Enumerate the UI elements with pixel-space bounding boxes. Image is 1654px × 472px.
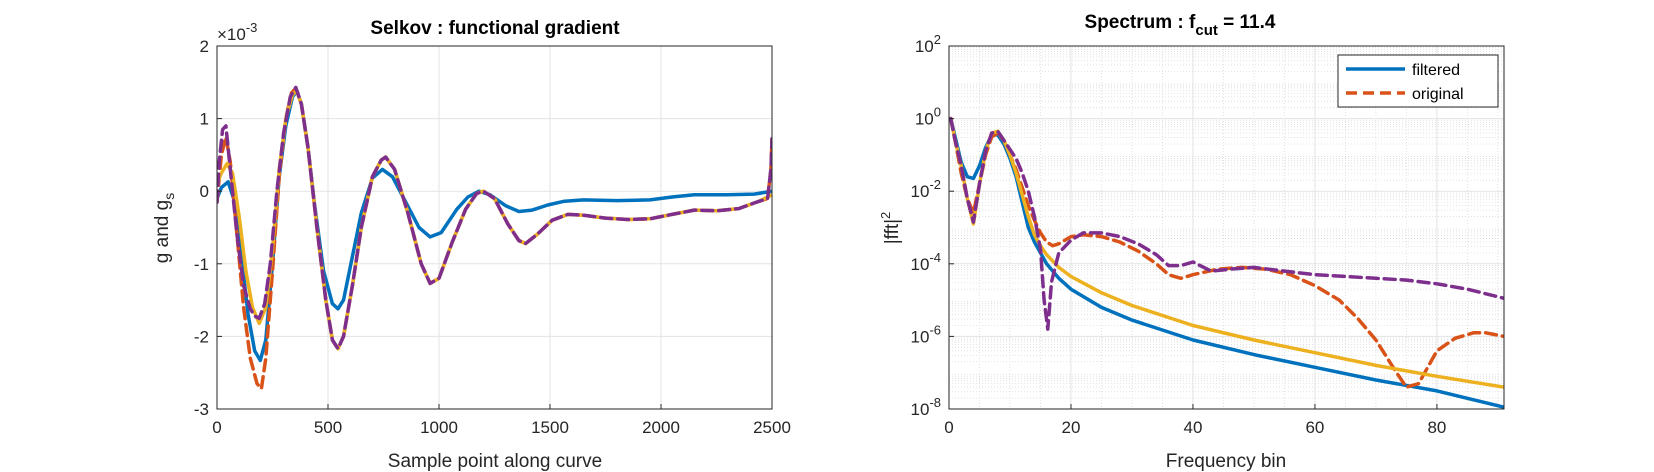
y-tick-label: 10-6 <box>911 322 941 346</box>
series-line-curve-4 <box>217 85 772 351</box>
x-tick-label: 40 <box>1183 418 1202 437</box>
x-tick-label: 80 <box>1427 418 1446 437</box>
left-chart: Selkov : functional gradient ×10-3 0 500 1… <box>152 18 791 472</box>
legend-label-filtered: filtered <box>1412 62 1460 79</box>
y-tick-label-base: 10 <box>911 182 930 201</box>
y-tick-label-base: 10 <box>915 110 934 129</box>
x-tick-label: 1000 <box>420 418 458 437</box>
y-tick-label: 102 <box>915 32 941 56</box>
series-line-original <box>949 116 1504 389</box>
y-tick-label: 2 <box>200 37 209 56</box>
left-ticks: 0 500 1000 1500 2000 2500 -3 -2 -1 0 1 2 <box>194 37 791 437</box>
y-tick-label-exp: 0 <box>934 105 941 120</box>
y-tick-label-exp: -4 <box>929 250 941 265</box>
y-tick-label: 10-8 <box>911 395 941 419</box>
right-axes-box <box>948 45 1505 410</box>
legend-box <box>1337 54 1499 108</box>
x-tick-label: 2500 <box>753 418 791 437</box>
left-y-exponent-power: -3 <box>246 20 258 35</box>
x-tick-label: 500 <box>314 418 342 437</box>
right-series <box>949 116 1504 409</box>
y-tick-label: 0 <box>200 182 209 201</box>
series-line-filtered <box>949 116 1504 409</box>
right-x-axis-label: Frequency bin <box>1166 451 1286 472</box>
left-series <box>217 85 772 391</box>
left-y-axis-label: g and gs <box>152 193 177 263</box>
y-tick-label-base: 10 <box>911 255 930 274</box>
y-tick-label-exp: -6 <box>929 322 941 337</box>
x-tick-label: 0 <box>944 418 953 437</box>
right-y-axis-label: |fft|2 <box>878 212 903 245</box>
y-tick-label: -2 <box>194 327 209 346</box>
series-line-curve-4 <box>949 116 1504 331</box>
y-tick-label-base: 10 <box>911 327 930 346</box>
y-tick-label-base: 10 <box>911 400 930 419</box>
left-y-axis-label-main: g and g <box>152 200 173 263</box>
y-tick-label: -3 <box>194 400 209 419</box>
left-axes-box <box>216 45 773 410</box>
right-title-main: Spectrum : f <box>1085 12 1197 33</box>
left-y-exponent-base: ×10 <box>217 25 246 44</box>
x-tick-label: 1500 <box>531 418 569 437</box>
series-line-curve-1 <box>217 89 772 363</box>
y-tick-label: 10-4 <box>911 250 941 274</box>
right-title-rest: = 11.4 <box>1218 12 1276 33</box>
y-tick-label-exp: -8 <box>929 395 941 410</box>
y-tick-label: -1 <box>194 255 209 274</box>
series-line-curve-2 <box>217 86 772 391</box>
left-y-exponent: ×10-3 <box>217 20 257 44</box>
legend: filtered original <box>1337 54 1499 108</box>
right-y-axis-label-sup: 2 <box>878 212 893 219</box>
left-chart-title: Selkov : functional gradient <box>370 18 620 39</box>
y-tick-label: 10-2 <box>911 177 941 201</box>
y-tick-label: 1 <box>200 110 209 129</box>
y-tick-label-exp: -2 <box>929 177 941 192</box>
legend-label-original: original <box>1412 86 1464 103</box>
right-chart: Spectrum : fcut = 11.4 0 20 40 60 8010210010… <box>878 12 1505 472</box>
left-x-axis-label: Sample point along curve <box>388 451 602 472</box>
x-tick-label: 2000 <box>642 418 680 437</box>
x-tick-label: 60 <box>1305 418 1324 437</box>
x-tick-label: 20 <box>1062 418 1081 437</box>
y-tick-label: 100 <box>915 105 941 129</box>
right-title-sub: cut <box>1195 22 1218 39</box>
right-chart-title: Spectrum : fcut = 11.4 <box>1085 12 1276 39</box>
y-tick-label-base: 10 <box>915 37 934 56</box>
left-y-axis-label-sub: s <box>161 193 177 200</box>
series-line-curve-3 <box>217 89 772 351</box>
x-tick-label: 0 <box>212 418 221 437</box>
y-tick-label-exp: 2 <box>934 32 941 47</box>
right-y-axis-label-main: |fft| <box>882 219 903 244</box>
